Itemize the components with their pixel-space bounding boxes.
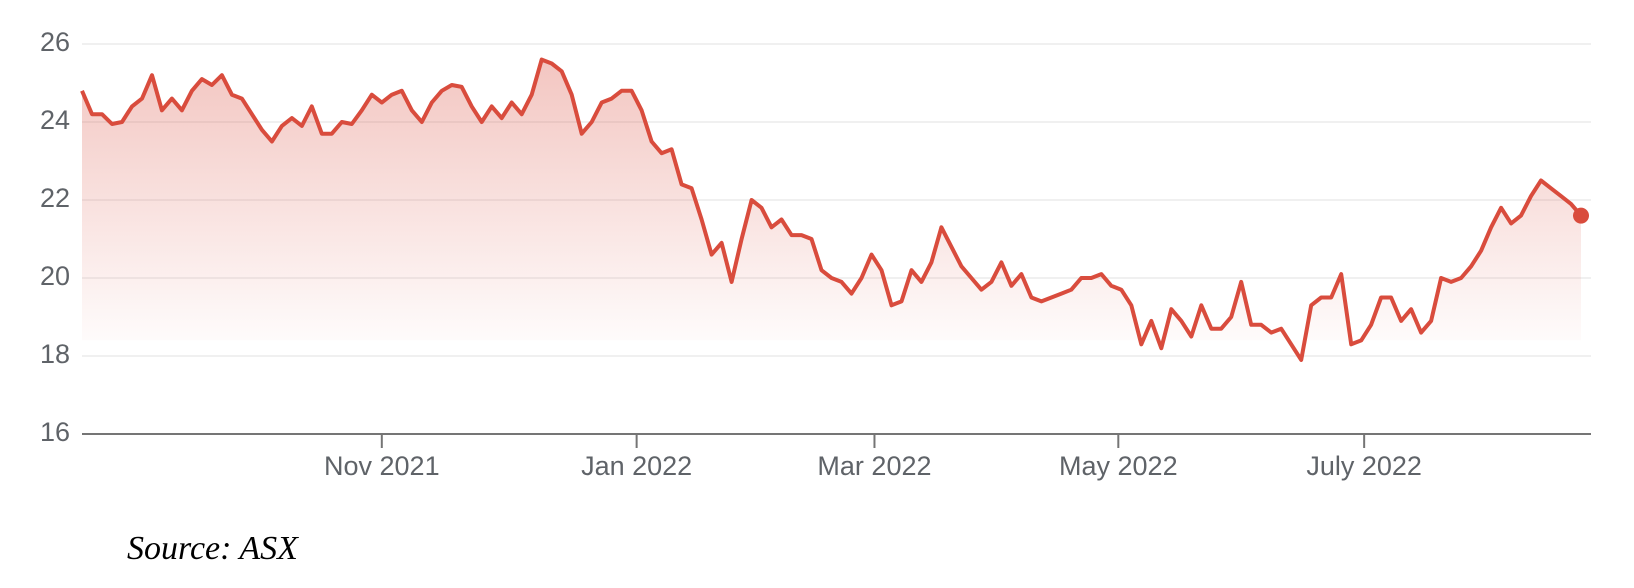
price-line — [80, 57, 1583, 362]
y-tick-label: 20 — [40, 261, 70, 291]
x-tick-label: Jan 2022 — [581, 451, 692, 481]
x-tick-label: Nov 2021 — [324, 451, 440, 481]
y-tick-label: 22 — [40, 183, 70, 213]
y-tick-label: 26 — [40, 27, 70, 57]
y-tick-label: 16 — [40, 417, 70, 447]
end-marker — [1573, 207, 1590, 224]
y-tick-label: 24 — [40, 105, 70, 135]
source-note: Source: ASX — [127, 530, 299, 567]
y-tick-label: 18 — [40, 339, 70, 369]
area-fill — [82, 59, 1581, 360]
x-tick-label: Mar 2022 — [817, 451, 931, 481]
x-tick-label: July 2022 — [1306, 451, 1422, 481]
x-tick-label: May 2022 — [1059, 451, 1178, 481]
